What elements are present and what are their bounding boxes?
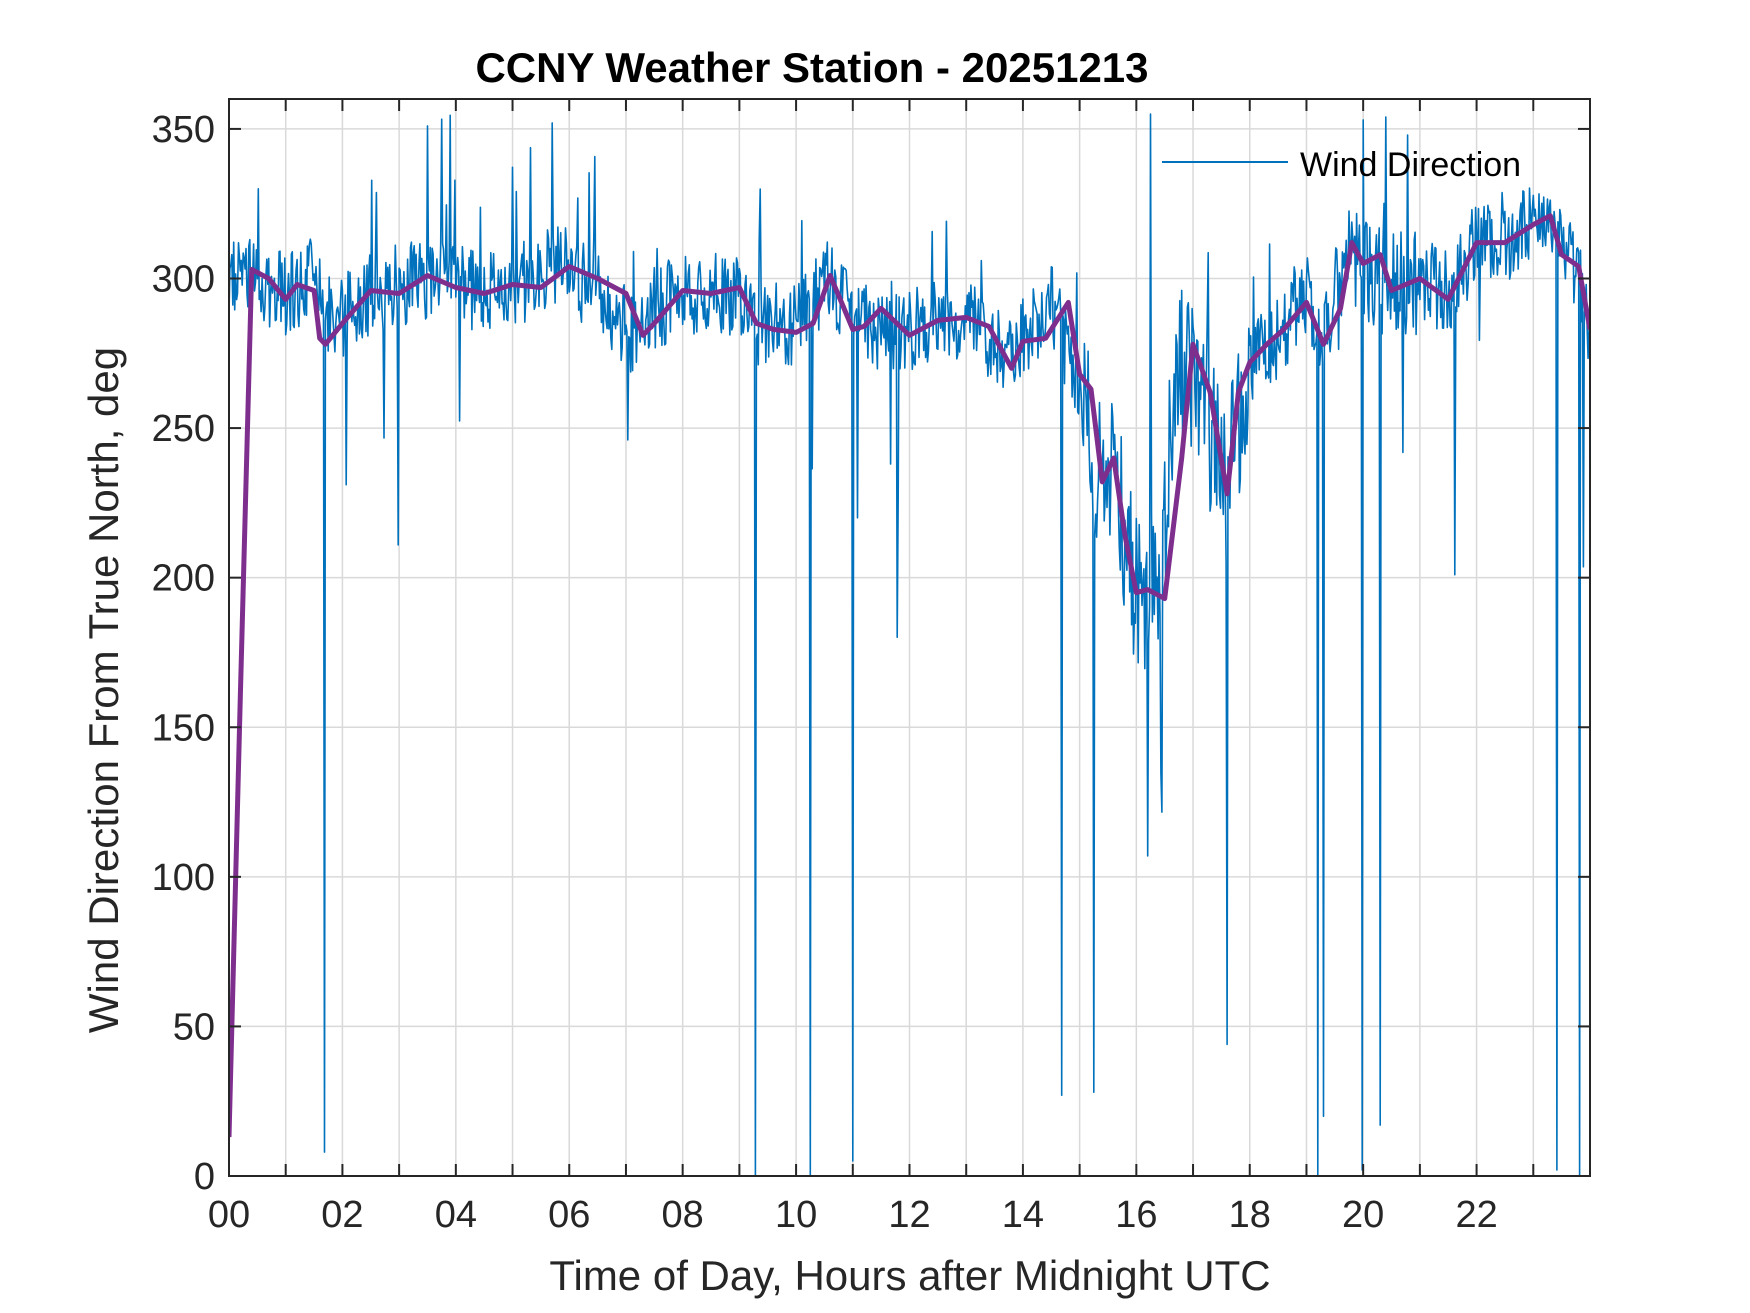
y-tick-label: 250 — [152, 408, 215, 450]
x-tick-label: 00 — [208, 1194, 250, 1236]
x-tick-label: 04 — [435, 1194, 477, 1236]
y-tick-label: 50 — [173, 1006, 215, 1048]
y-tick-labels: 0 50 100 150 200 250 300 350 — [152, 109, 215, 1198]
x-tick-label: 18 — [1229, 1194, 1271, 1236]
x-tick-label: 10 — [775, 1194, 817, 1236]
plot-area — [229, 113, 1590, 1176]
y-tick-label: 150 — [152, 707, 215, 749]
series-line-wind-direction — [229, 113, 1590, 1176]
x-tick-label: 02 — [321, 1194, 363, 1236]
x-tick-labels: 00 02 04 06 08 10 12 14 16 18 20 22 — [208, 1194, 1498, 1236]
y-tick-label: 0 — [194, 1156, 215, 1198]
x-tick-label: 20 — [1342, 1194, 1384, 1236]
x-tick-label: 22 — [1455, 1194, 1497, 1236]
x-axis-label: Time of Day, Hours after Midnight UTC — [549, 1252, 1270, 1299]
legend-entry-wind-direction: Wind Direction — [1300, 146, 1521, 184]
x-tick-label: 06 — [548, 1194, 590, 1236]
series-line-smoothed — [229, 213, 1590, 1138]
x-tick-label: 08 — [662, 1194, 704, 1236]
y-tick-label: 350 — [152, 109, 215, 151]
y-tick-label: 300 — [152, 259, 215, 301]
legend: Wind Direction — [1162, 146, 1521, 184]
chart-title: CCNY Weather Station - 20251213 — [475, 44, 1148, 91]
x-tick-label: 14 — [1002, 1194, 1044, 1236]
axis-ticks — [228, 99, 1590, 1177]
x-tick-label: 16 — [1115, 1194, 1157, 1236]
y-axis-label: Wind Direction From True North, deg — [80, 347, 127, 1033]
x-tick-label: 12 — [888, 1194, 930, 1236]
y-tick-label: 200 — [152, 558, 215, 600]
y-tick-label: 100 — [152, 857, 215, 899]
